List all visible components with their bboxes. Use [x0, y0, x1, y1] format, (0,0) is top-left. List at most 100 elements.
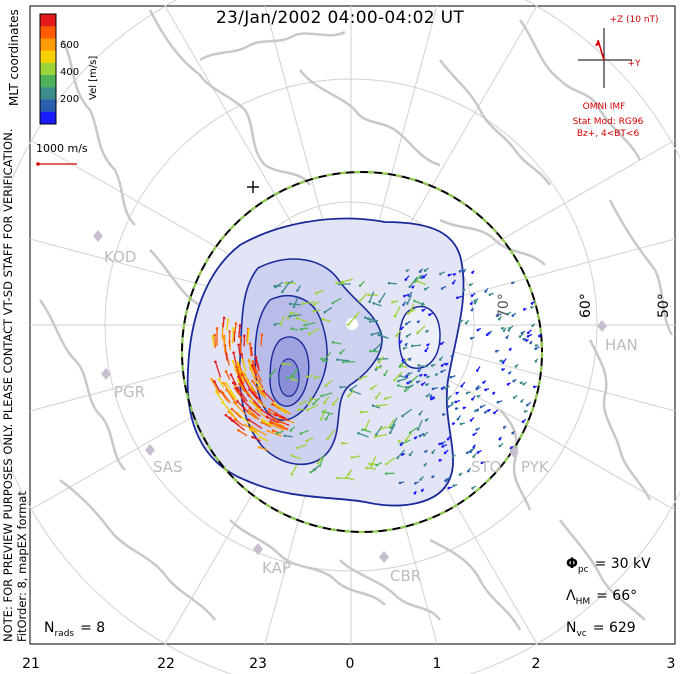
velocity-vector-origin: [210, 378, 213, 381]
velocity-vector-origin: [424, 418, 428, 422]
velocity-vector-origin: [303, 323, 306, 327]
velocity-vector-origin: [501, 361, 505, 364]
velocity-vector-origin: [374, 368, 378, 371]
velocity-vector-origin: [242, 399, 245, 403]
velocity-vector: [416, 280, 426, 285]
velocity-vector: [370, 350, 380, 353]
colorbar-ticks: 600 400 200: [60, 40, 79, 105]
velocity-vector-origin: [426, 343, 429, 347]
velocity-vector-origin: [393, 378, 396, 382]
velocity-vector: [268, 411, 277, 417]
velocity-vector-origin: [384, 472, 388, 475]
velocity-vector-origin: [501, 368, 504, 371]
velocity-vector-origin: [222, 316, 226, 320]
velocity-vector-origin: [465, 391, 469, 395]
velocity-vector-origin: [226, 318, 230, 322]
velocity-vector: [232, 420, 246, 431]
velocity-vector-origin: [321, 317, 324, 321]
velocity-vector-origin: [446, 405, 450, 408]
velocity-vector-origin: [232, 401, 236, 405]
velocity-vector-origin: [498, 444, 502, 448]
velocity-vector-origin: [449, 375, 453, 379]
velocity-vector: [281, 281, 290, 293]
mlt-label-1: 1: [432, 656, 442, 672]
station-marker-icon: [597, 320, 607, 332]
velocity-vector-origin: [281, 290, 284, 294]
velocity-vector: [405, 433, 412, 441]
velocity-vector-origin: [499, 359, 503, 363]
velocity-vector-origin: [430, 397, 433, 401]
velocity-vector-origin: [512, 379, 516, 383]
velocity-vector-origin: [413, 299, 416, 303]
velocity-vector-origin: [377, 333, 381, 337]
velocity-vector-origin: [237, 428, 240, 432]
velocity-vector-origin: [458, 473, 462, 476]
velocity-vector-origin: [428, 313, 431, 316]
velocity-vector: [249, 343, 252, 356]
velocity-vector: [370, 456, 377, 467]
velocity-vector-origin: [255, 375, 258, 379]
scale-vector-label: 1000 m/s: [36, 142, 88, 155]
velocity-vector-origin: [211, 335, 215, 338]
station-labels: KOD PGR SAS KAP CBR STO PYK HAN: [104, 248, 638, 585]
velocity-vector-origin: [267, 410, 270, 414]
velocity-vector-origin: [470, 337, 473, 340]
velocity-vector: [321, 392, 333, 397]
velocity-vector-origin: [229, 373, 233, 376]
velocity-vector-origin: [521, 420, 525, 423]
velocity-vector-origin: [425, 383, 428, 387]
velocity-vector: [337, 359, 350, 362]
velocity-vector: [232, 361, 239, 376]
velocity-vector-origin: [358, 377, 362, 381]
velocity-vector: [350, 384, 358, 391]
station-marker-icon: [509, 446, 519, 458]
velocity-vector-origin: [462, 406, 466, 410]
velocity-colorbar: [39, 13, 57, 125]
velocity-vector: [261, 409, 274, 419]
velocity-vector-origin: [512, 396, 516, 399]
velocity-vector-origin: [251, 379, 254, 383]
velocity-vector-origin: [402, 303, 405, 307]
velocity-vector-origin: [236, 378, 240, 382]
velocity-vector-origin: [410, 344, 414, 348]
velocity-vector-origin: [496, 400, 500, 404]
velocity-vector: [252, 402, 262, 410]
velocity-vector-origin: [495, 314, 499, 317]
velocity-vector-origin: [232, 327, 235, 330]
velocity-vector-origin: [421, 303, 424, 306]
velocity-vector-origin: [251, 391, 254, 394]
colorbar-segment: [40, 26, 56, 39]
velocity-vector-origin: [413, 280, 417, 283]
station-label-pyk: PYK: [521, 458, 550, 476]
velocity-vector-origin: [258, 390, 262, 394]
stat-phi-pc: Φpc = 30 kV: [566, 556, 651, 575]
velocity-vector: [225, 371, 231, 380]
velocity-vector-origin: [269, 374, 272, 378]
velocity-vector: [291, 368, 299, 376]
velocity-vector-origin: [305, 375, 309, 378]
velocity-vector-origin: [459, 422, 463, 426]
velocity-vector: [376, 403, 388, 407]
velocity-vector-origin: [266, 429, 270, 433]
velocity-vector: [406, 294, 413, 304]
velocity-vector: [270, 423, 284, 431]
station-marker-icon: [379, 551, 389, 563]
velocity-vector-origin: [383, 373, 387, 377]
velocity-vector-origin: [262, 389, 265, 393]
velocity-vector-origin: [249, 399, 252, 403]
velocity-vector-origin: [530, 302, 534, 305]
velocity-vector-origin: [511, 281, 514, 285]
velocity-vector: [394, 306, 401, 317]
velocity-vector: [336, 282, 345, 284]
velocity-vector: [248, 409, 258, 418]
velocity-vector: [266, 416, 278, 424]
velocity-vector-origin: [224, 413, 228, 417]
velocity-vector-origin: [397, 440, 401, 443]
velocity-vector-origin: [363, 316, 367, 319]
velocity-vector-origin: [473, 299, 477, 303]
scale-vector: [36, 162, 77, 166]
velocity-vector-origin: [422, 275, 425, 279]
velocity-vector: [280, 316, 285, 325]
velocity-vector: [258, 387, 266, 397]
velocity-vector: [263, 390, 275, 403]
